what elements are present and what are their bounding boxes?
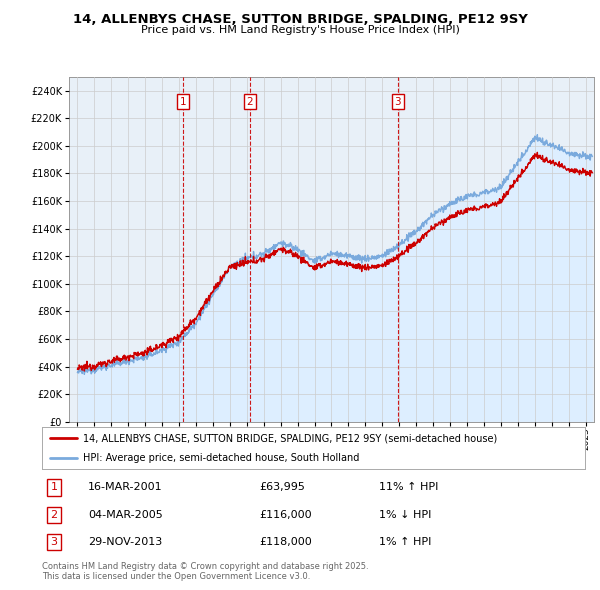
Text: 2: 2 bbox=[247, 97, 253, 107]
Text: 2: 2 bbox=[50, 510, 58, 520]
Text: £63,995: £63,995 bbox=[259, 483, 305, 493]
Text: HPI: Average price, semi-detached house, South Holland: HPI: Average price, semi-detached house,… bbox=[83, 453, 359, 463]
Text: 11% ↑ HPI: 11% ↑ HPI bbox=[379, 483, 438, 493]
Text: 1% ↓ HPI: 1% ↓ HPI bbox=[379, 510, 431, 520]
Text: Price paid vs. HM Land Registry's House Price Index (HPI): Price paid vs. HM Land Registry's House … bbox=[140, 25, 460, 35]
Text: 29-NOV-2013: 29-NOV-2013 bbox=[88, 537, 163, 547]
Text: 14, ALLENBYS CHASE, SUTTON BRIDGE, SPALDING, PE12 9SY (semi-detached house): 14, ALLENBYS CHASE, SUTTON BRIDGE, SPALD… bbox=[83, 433, 497, 443]
Text: £116,000: £116,000 bbox=[259, 510, 312, 520]
Text: 3: 3 bbox=[50, 537, 58, 547]
Text: 04-MAR-2005: 04-MAR-2005 bbox=[88, 510, 163, 520]
Text: £118,000: £118,000 bbox=[259, 537, 312, 547]
Text: 1: 1 bbox=[50, 483, 58, 493]
Text: 1% ↑ HPI: 1% ↑ HPI bbox=[379, 537, 431, 547]
Text: 14, ALLENBYS CHASE, SUTTON BRIDGE, SPALDING, PE12 9SY: 14, ALLENBYS CHASE, SUTTON BRIDGE, SPALD… bbox=[73, 13, 527, 26]
Text: Contains HM Land Registry data © Crown copyright and database right 2025.
This d: Contains HM Land Registry data © Crown c… bbox=[42, 562, 368, 581]
Text: 16-MAR-2001: 16-MAR-2001 bbox=[88, 483, 163, 493]
Text: 1: 1 bbox=[179, 97, 186, 107]
Text: 3: 3 bbox=[394, 97, 401, 107]
